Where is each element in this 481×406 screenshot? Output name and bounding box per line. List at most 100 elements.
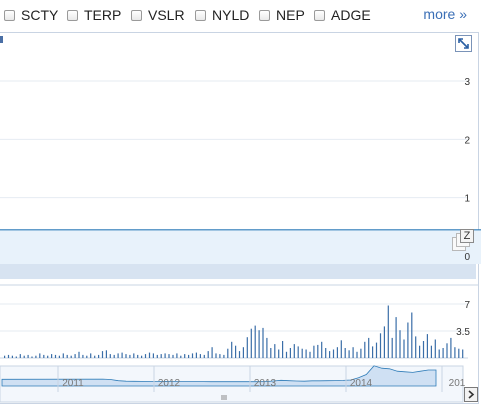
volume-bar [415,336,417,358]
ticker-nyld-checkbox[interactable] [195,9,206,21]
volume-bar [23,355,25,358]
volume-bar [164,353,166,358]
volume-bar [98,354,100,358]
ticker-vslr[interactable]: VSLR [131,6,185,24]
volume-bar [254,325,256,358]
volume-bar [227,348,229,358]
navigator-x-tick-label: 2011 [62,378,84,389]
volume-bar [391,337,393,358]
ticker-adge[interactable]: ADGE [314,6,371,24]
ticker-nyld[interactable]: NYLD [195,6,249,24]
volume-bar [250,328,252,358]
more-tickers-link[interactable]: more » [423,6,467,22]
volume-bar [121,352,123,358]
volume-bar [4,355,6,358]
volume-bar [293,344,295,358]
volume-bar [383,326,385,358]
ticker-nep-label: NEP [276,7,305,23]
expand-chart-button[interactable] [455,35,472,52]
volume-bar [430,345,432,358]
volume-bar [144,354,147,358]
volume-bar [372,346,374,358]
volume-bar [313,345,315,358]
volume-bar [387,305,389,358]
expand-icon [458,38,469,49]
ticker-terp-checkbox[interactable] [67,9,78,21]
volume-bar [199,354,201,358]
volume-bar [344,348,346,358]
ticker-scty[interactable]: SCTY [4,6,58,24]
zoom-button[interactable]: Z [460,229,474,243]
volume-bar [31,356,33,358]
volume-bar [246,337,248,358]
volume-bar [148,352,151,358]
volume-bar [117,353,119,358]
volume-bar [15,356,17,358]
navigator-area [1,365,437,387]
volume-bar [168,354,170,358]
volume-bar [442,348,444,358]
ticker-terp-label: TERP [84,7,122,23]
volume-bar [317,344,319,358]
chevron-right-icon [468,390,475,399]
volume-bar [282,341,284,358]
volume-bar [356,351,358,358]
volume-bar [450,337,452,358]
volume-bar [62,353,64,358]
scroll-right-button[interactable] [464,387,478,402]
volume-bar [403,339,405,358]
volume-bar [446,343,448,358]
volume-bar [274,344,276,358]
ticker-nyld-label: NYLD [212,7,250,23]
volume-y-ticks: 3.57 [456,300,470,338]
volume-bar [188,354,190,358]
volume-bars [4,305,464,358]
volume-bar [90,353,92,358]
volume-bar [329,351,331,358]
volume-bar [434,339,436,358]
scrollbar-grip[interactable] [221,395,227,400]
ticker-vslr-checkbox[interactable] [131,9,142,21]
volume-bar [172,354,174,358]
volume-bar [462,349,464,358]
volume-bar [219,354,221,358]
volume-bar [321,341,323,358]
volume-bar [74,354,76,358]
price-x-axis-band [0,264,476,279]
volume-bar [270,348,272,358]
volume-bar [223,354,225,358]
volume-bar [458,348,460,358]
volume-bar [137,354,139,358]
ticker-vslr-label: VSLR [148,7,185,23]
volume-bar [305,349,307,358]
volume-bar [438,349,440,358]
price-series-line [0,229,481,231]
ticker-adge-checkbox[interactable] [314,9,325,21]
volume-bar [340,340,342,358]
ticker-terp[interactable]: TERP [67,6,121,24]
volume-bar [407,322,409,358]
volume-bar [156,354,158,358]
price-y-tick-label: 1 [464,194,470,205]
volume-bar [70,355,72,358]
ticker-scty-checkbox[interactable] [4,9,15,21]
volume-bar [101,351,104,358]
volume-bar [262,327,264,358]
volume-bar [399,330,401,358]
volume-bar [289,348,291,358]
volume-bar [301,348,303,358]
ticker-nep[interactable]: NEP [259,6,305,24]
volume-bar [82,354,84,358]
volume-bar [27,354,29,358]
volume-bar [35,355,37,358]
navigator-x-tick-label: 201 [449,378,466,389]
volume-bar [395,317,397,358]
volume-bar [332,349,335,358]
volume-bar [348,350,350,358]
volume-bar [211,347,213,358]
volume-bar [231,341,233,358]
ticker-nep-checkbox[interactable] [259,9,270,21]
volume-bar [195,352,197,358]
volume-bar [419,345,421,358]
